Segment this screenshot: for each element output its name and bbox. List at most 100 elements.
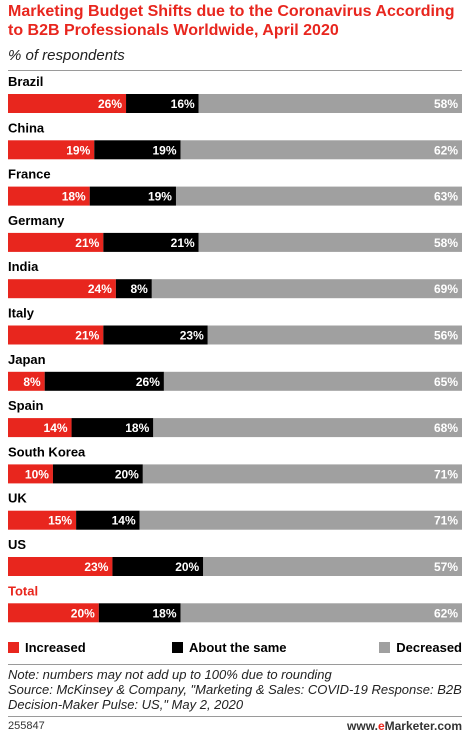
data-label-brazil-about-the-same: 16% xyxy=(171,97,195,111)
bar-brazil-about-the-same xyxy=(126,94,199,113)
legend-swatch-same xyxy=(172,642,183,653)
data-label-france-about-the-same: 19% xyxy=(148,190,172,204)
data-label-total-about-the-same: 18% xyxy=(152,606,176,620)
top-divider xyxy=(8,70,462,71)
bar-italy-decreased xyxy=(207,325,462,345)
data-label-total-decreased: 62% xyxy=(434,606,458,620)
data-label-china-decreased: 62% xyxy=(434,143,458,157)
bar-total-increased xyxy=(8,603,99,623)
legend-swatch-increased xyxy=(8,642,19,653)
bar-japan-decreased xyxy=(163,371,462,391)
data-label-italy-decreased: 56% xyxy=(434,329,458,343)
bar-uk-about-the-same xyxy=(76,510,140,530)
footnotes: Note: numbers may not add up to 100% due… xyxy=(8,667,468,712)
data-label-uk-about-the-same: 14% xyxy=(112,514,136,528)
data-label-china-about-the-same: 19% xyxy=(152,143,176,157)
category-label-total: Total xyxy=(8,583,38,598)
category-label-spain: Spain xyxy=(8,398,43,413)
bar-total-about-the-same xyxy=(98,603,181,623)
bar-china-increased xyxy=(8,140,95,160)
bar-spain-about-the-same xyxy=(71,418,154,438)
data-label-japan-about-the-same: 26% xyxy=(136,375,160,389)
legend-item-decreased: Decreased xyxy=(379,640,462,655)
data-label-us-increased: 23% xyxy=(84,560,108,574)
category-label-us: US xyxy=(8,537,26,552)
bar-japan-increased xyxy=(8,371,45,391)
bar-india-decreased xyxy=(151,279,462,299)
category-label-brazil: Brazil xyxy=(8,74,43,89)
data-label-germany-about-the-same: 21% xyxy=(171,236,195,250)
chart-id: 255847 xyxy=(8,720,45,732)
data-label-south-korea-decreased: 71% xyxy=(434,467,458,481)
category-label-uk: UK xyxy=(8,491,27,506)
brand-suffix: Marketer.com xyxy=(384,719,462,733)
bar-brazil-increased xyxy=(8,94,127,113)
data-label-brazil-decreased: 58% xyxy=(434,97,458,111)
bar-uk-increased xyxy=(8,510,77,530)
data-label-spain-decreased: 68% xyxy=(434,421,458,435)
data-label-spain-about-the-same: 18% xyxy=(125,421,149,435)
data-label-total-increased: 20% xyxy=(71,606,95,620)
category-label-italy: Italy xyxy=(8,306,35,321)
data-label-japan-decreased: 65% xyxy=(434,375,458,389)
data-label-spain-increased: 14% xyxy=(44,421,68,435)
data-label-india-decreased: 69% xyxy=(434,282,458,296)
data-label-china-increased: 19% xyxy=(66,143,90,157)
data-label-japan-increased: 8% xyxy=(23,375,41,389)
data-label-italy-about-the-same: 23% xyxy=(180,329,204,343)
legend-item-same: About the same xyxy=(172,640,287,655)
data-label-germany-increased: 21% xyxy=(75,236,99,250)
bar-spain-decreased xyxy=(153,418,462,438)
data-label-brazil-increased: 26% xyxy=(98,97,122,111)
data-label-india-increased: 24% xyxy=(88,282,112,296)
legend-label-decreased: Decreased xyxy=(396,640,462,655)
bottom-divider xyxy=(8,664,462,665)
bar-total-decreased xyxy=(180,603,462,623)
footnote-source: Source: McKinsey & Company, "Marketing &… xyxy=(8,682,462,712)
category-label-france: France xyxy=(8,167,51,182)
bar-uk-decreased xyxy=(139,510,462,530)
bar-china-decreased xyxy=(180,140,462,160)
bar-us-about-the-same xyxy=(112,557,204,576)
chart-subtitle: % of respondents xyxy=(8,47,125,64)
bar-india-about-the-same xyxy=(115,279,152,299)
legend: Increased About the same Decreased xyxy=(8,640,462,656)
data-label-france-increased: 18% xyxy=(62,190,86,204)
chart-title: Marketing Budget Shifts due to the Coron… xyxy=(8,3,455,39)
category-label-germany: Germany xyxy=(8,213,65,228)
legend-label-same: About the same xyxy=(189,640,287,655)
bar-france-increased xyxy=(8,186,90,206)
data-label-uk-increased: 15% xyxy=(48,514,72,528)
category-label-japan: Japan xyxy=(8,352,46,367)
bar-france-decreased xyxy=(175,186,463,206)
bar-italy-about-the-same xyxy=(103,325,208,345)
data-label-germany-decreased: 58% xyxy=(434,236,458,250)
category-label-china: China xyxy=(8,120,45,135)
bar-germany-decreased xyxy=(198,232,462,252)
data-label-italy-increased: 21% xyxy=(75,329,99,343)
bar-south-korea-increased xyxy=(8,464,53,484)
legend-item-increased: Increased xyxy=(8,640,86,655)
brand-prefix: www. xyxy=(347,719,378,733)
bar-spain-increased xyxy=(8,418,72,438)
bar-brazil-decreased xyxy=(198,94,462,113)
category-label-india: India xyxy=(8,259,39,274)
bar-south-korea-about-the-same xyxy=(52,464,143,484)
data-label-us-about-the-same: 20% xyxy=(175,560,199,574)
bar-us-increased xyxy=(8,557,113,576)
data-label-south-korea-about-the-same: 20% xyxy=(115,467,139,481)
brand-link[interactable]: www.eMarketer.com xyxy=(347,719,462,733)
bar-india-increased xyxy=(8,279,116,299)
bar-china-about-the-same xyxy=(94,140,181,160)
bar-us-decreased xyxy=(203,557,462,576)
data-label-france-decreased: 63% xyxy=(434,190,458,204)
bar-germany-about-the-same xyxy=(103,232,199,252)
bar-south-korea-decreased xyxy=(142,464,462,484)
legend-label-increased: Increased xyxy=(25,640,86,655)
footnote-note: Note: numbers may not add up to 100% due… xyxy=(8,667,332,682)
data-label-india-about-the-same: 8% xyxy=(130,282,148,296)
brand-e: e xyxy=(377,719,385,733)
bar-germany-increased xyxy=(8,232,104,252)
footer-divider xyxy=(8,716,462,717)
data-label-south-korea-increased: 10% xyxy=(25,467,49,481)
